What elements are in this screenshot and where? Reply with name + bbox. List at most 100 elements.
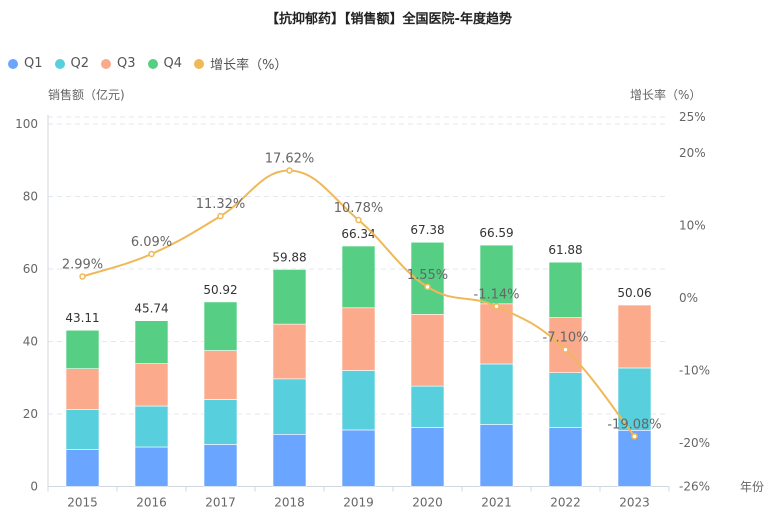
bar-segment-q4 <box>134 320 169 364</box>
legend-swatch <box>147 58 158 69</box>
bar-total-label: 66.34 <box>341 227 375 241</box>
x-axis-title: 年份 <box>740 480 765 494</box>
legend-item-q1[interactable]: Q1 <box>8 56 43 71</box>
y-tick-label-left: 0 <box>30 480 38 494</box>
bar-segment-q3 <box>272 323 307 380</box>
bar-segment-q2 <box>479 363 514 425</box>
y-tick-label-right: -10% <box>679 364 710 378</box>
bar-segment-q2 <box>203 399 238 445</box>
bar-segment-q2 <box>272 378 307 435</box>
bar-total-label: 50.06 <box>617 286 651 300</box>
growth-rate-point <box>79 273 86 280</box>
growth-rate-point <box>355 216 362 224</box>
bar-total-label: 45.74 <box>134 302 168 316</box>
legend-item-q3[interactable]: Q3 <box>101 56 136 71</box>
bar-segment-q4 <box>341 245 376 309</box>
y-tick-label-right: 0% <box>679 291 698 305</box>
bar-segment-q3 <box>548 317 583 373</box>
y-tick-label-left: 60 <box>23 262 38 276</box>
growth-rate-point <box>493 303 500 310</box>
y-tick-label-right: -26% <box>679 480 710 494</box>
bar-segment-q4 <box>65 329 100 369</box>
bar-total-label: 59.88 <box>272 250 306 264</box>
growth-rate-label: 17.62% <box>265 151 315 166</box>
bar-segment-q3 <box>203 350 238 400</box>
growth-rate-label: 6.09% <box>131 235 172 250</box>
bar-segment-q4 <box>548 261 583 318</box>
bar-segment-q1 <box>65 449 100 487</box>
x-tick-label: 2018 <box>274 496 305 510</box>
bar-segment-q2 <box>65 409 100 450</box>
bar-total-label: 50.92 <box>203 283 237 297</box>
x-tick-label: 2016 <box>136 496 167 510</box>
bar-total-label: 66.59 <box>479 226 513 240</box>
bar-segment-q1 <box>617 430 652 487</box>
bar-segment-q1 <box>479 424 514 487</box>
bar-segment-q2 <box>341 370 376 431</box>
y-tick-label-right: 20% <box>679 146 706 160</box>
x-tick-label: 2020 <box>412 496 443 510</box>
legend-item-q2[interactable]: Q2 <box>54 56 90 71</box>
y-axis-right-title: 增长率（%） <box>630 88 702 102</box>
bar-total-label: 43.11 <box>65 311 99 325</box>
bar-segment-q1 <box>410 427 445 487</box>
legend-swatch <box>54 58 65 69</box>
y-axis-left-title: 销售额（亿元) <box>48 88 125 102</box>
bar-segment-q2 <box>548 372 583 428</box>
legend-label: Q2 <box>70 56 90 71</box>
legend-label: Q3 <box>117 56 136 71</box>
bar-total-label: 67.38 <box>410 223 444 237</box>
bar-segment-q3 <box>617 304 652 369</box>
bar-segment-q4 <box>272 269 307 325</box>
y-tick-label-right: 25% <box>679 110 706 124</box>
bar-segment-q3 <box>341 307 376 371</box>
y-tick-label-right: -20% <box>679 436 710 450</box>
growth-rate-label: 2.99% <box>62 257 103 272</box>
bar-segment-q3 <box>134 363 169 407</box>
x-tick-label: 2021 <box>481 496 512 510</box>
growth-rate-label: 11.32% <box>196 197 246 212</box>
growth-rate-label: -19.08% <box>607 417 661 432</box>
chart-title: 【抗抑郁药】【销售额】全国医院-年度趋势 <box>266 12 512 27</box>
growth-rate-label: -1.14% <box>474 287 520 302</box>
y-tick-label-left: 20 <box>23 407 38 421</box>
bar-segment-q1 <box>548 427 583 487</box>
bar-segment-q1 <box>203 444 238 487</box>
growth-rate-label: 10.78% <box>334 201 384 216</box>
growth-rate-label: -7.10% <box>543 331 589 346</box>
legend-item-growth[interactable]: 增长率（%） <box>194 54 287 73</box>
y-tick-label-left: 80 <box>23 190 38 204</box>
growth-rate-point <box>562 346 569 353</box>
x-tick-label: 2017 <box>205 496 236 510</box>
legend-label: Q1 <box>24 56 43 71</box>
bar-segment-q4 <box>203 301 238 351</box>
x-tick-label: 2022 <box>550 496 581 510</box>
bar-segment-q2 <box>410 385 445 428</box>
bar-segment-q3 <box>65 368 100 410</box>
legend: Q1 Q2 Q3 Q4 增长率（%） <box>8 54 299 73</box>
growth-rate-point <box>148 250 155 258</box>
growth-rate-point <box>217 212 224 220</box>
y-tick-label-right: 10% <box>679 219 706 233</box>
legend-label: 增长率（%） <box>210 58 288 73</box>
legend-label: Q4 <box>163 56 183 71</box>
legend-swatch <box>101 58 112 69</box>
bar-segment-q1 <box>134 446 169 487</box>
x-tick-label: 2019 <box>343 496 374 510</box>
growth-rate-point <box>424 283 431 291</box>
legend-swatch <box>194 58 205 69</box>
growth-rate-point <box>286 167 293 174</box>
bar-segment-q3 <box>410 314 445 387</box>
legend-swatch <box>8 58 18 69</box>
x-tick-label: 2015 <box>67 496 98 510</box>
x-tick-label: 2023 <box>619 496 650 510</box>
growth-rate-point <box>631 433 638 440</box>
bar-segment-q2 <box>134 405 169 448</box>
bar-segment-q1 <box>341 429 376 487</box>
bar-segment-q3 <box>479 303 514 365</box>
y-tick-label-left: 40 <box>23 335 38 349</box>
bar-segment-q1 <box>272 433 307 487</box>
bar-total-label: 61.88 <box>548 243 582 257</box>
legend-item-q4[interactable]: Q4 <box>147 56 183 71</box>
